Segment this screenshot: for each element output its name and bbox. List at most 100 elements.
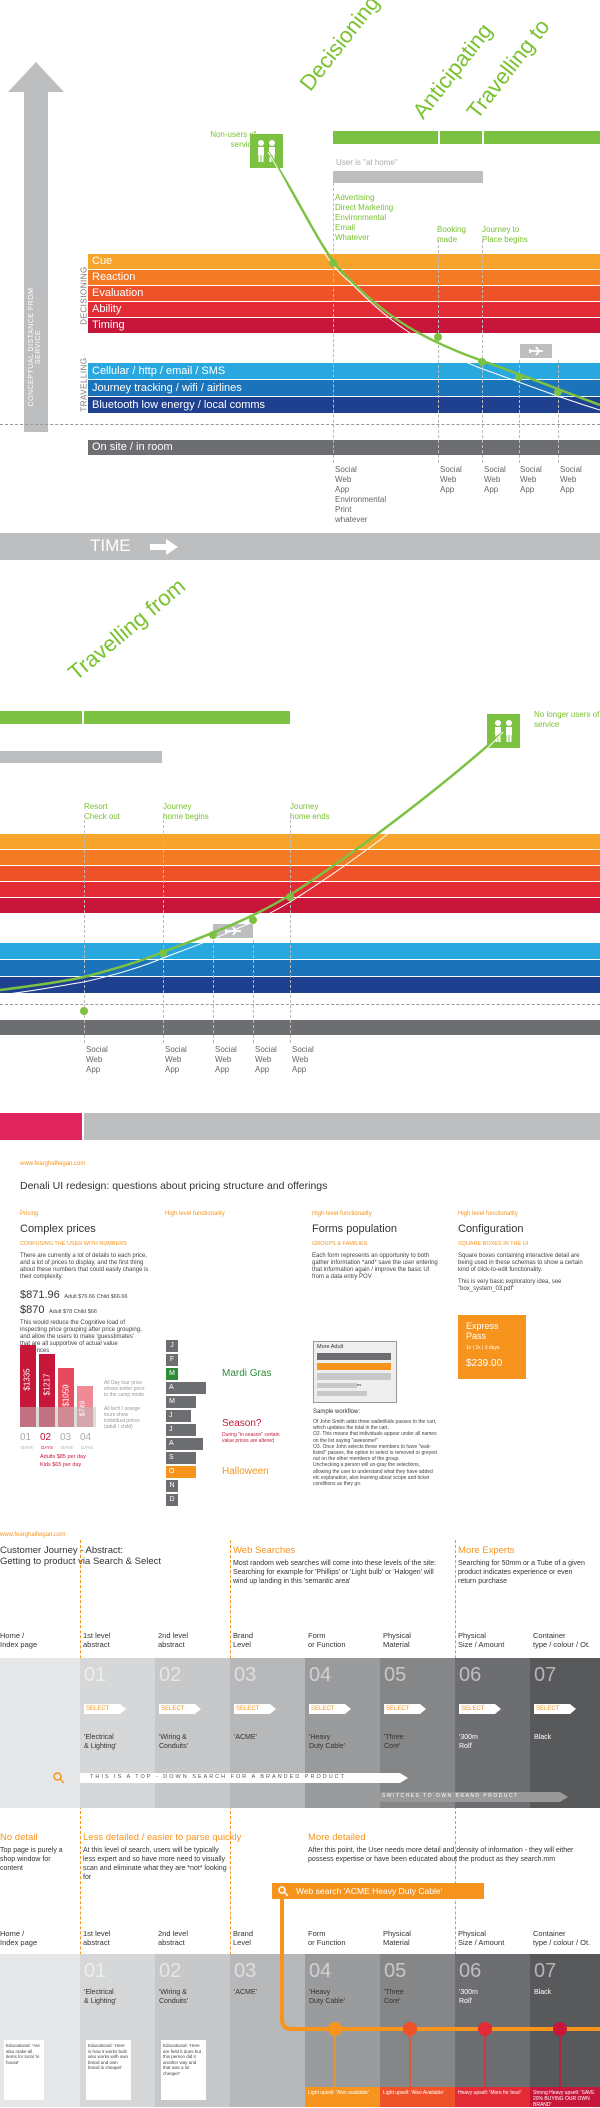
month-nov[interactable]: N: [166, 1480, 178, 1492]
site-url[interactable]: www.fearghalfeigan.com: [0, 1532, 66, 1538]
form-mock: More Adult Add quote now (Adult) Add peo…: [313, 1341, 397, 1403]
search-arrow-label: THIS IS A TOP - DOWN SEARCH FOR A BRANDE…: [90, 1774, 346, 1780]
no-detail-heading: No detail: [0, 1832, 38, 1843]
section-title: Denali UI redesign: questions about pric…: [20, 1180, 328, 1192]
band-bluetooth: Bluetooth low energy / local comms: [88, 397, 600, 413]
channel-1: Social Web App: [86, 1045, 108, 1074]
upsell-1[interactable]: Light upsell: 'Also available': [305, 2087, 380, 2107]
value-6: '300m Roll': [459, 1989, 478, 2005]
channel-3: Social Web App: [484, 465, 506, 494]
event-booking: Booking made: [437, 225, 466, 244]
col-header-home: Home / Index page: [0, 1929, 38, 1947]
day-4: 04: [80, 1432, 92, 1443]
band-label: Cellular / http / email / SMS: [92, 365, 226, 377]
month-jan[interactable]: J: [166, 1340, 178, 1352]
bar-value-1: $1335: [22, 1368, 32, 1391]
adults-note: Adults $85 per day: [40, 1454, 86, 1460]
month-jul[interactable]: J: [166, 1424, 196, 1436]
more-experts-body: Searching for 50mm or a Tube of a given …: [458, 1560, 585, 1585]
user-at-home: User is "at home": [336, 158, 398, 167]
col-header-2nd: 2nd level abstract: [158, 1631, 189, 1649]
col-header-brand: Brand Level: [233, 1631, 254, 1649]
month-apr[interactable]: A: [166, 1382, 206, 1394]
col-header-material: Physical Material: [383, 1631, 411, 1649]
select-7[interactable]: SELECT: [536, 1706, 560, 1712]
at-home-bar: [333, 171, 483, 183]
month-jun[interactable]: J: [166, 1410, 191, 1422]
month-sep[interactable]: S: [166, 1452, 196, 1464]
express-options[interactable]: 1x | 2x | 3 days: [466, 1345, 500, 1351]
col-kicker: High level functionality: [458, 1211, 518, 1217]
no-detail-body: Top page is purely a shop window for con…: [0, 1847, 63, 1872]
form-title: More Adult: [317, 1344, 344, 1350]
journey-curve: [266, 151, 600, 411]
month-aug[interactable]: A: [166, 1438, 203, 1450]
web-search-box[interactable]: Web search 'ACME Heavy Duty Cable': [272, 1883, 484, 1899]
value-4: 'Heavy Duty Cable': [309, 1989, 345, 2005]
select-5[interactable]: SELECT: [386, 1706, 410, 1712]
price-2-detail: Adult $78 Child $66: [48, 1309, 97, 1315]
step-01: 01: [84, 1664, 107, 1686]
search-icon[interactable]: [53, 1772, 65, 1784]
journey-diagram-to: CONCEPTUAL DISTANCE FROM SERVICE Decisio…: [0, 0, 600, 560]
col-header-container: Container type / colour / Ot.: [533, 1631, 591, 1649]
select-3[interactable]: SELECT: [236, 1706, 260, 1712]
select-1[interactable]: SELECT: [86, 1706, 110, 1712]
col-heading: Forms population: [312, 1223, 397, 1235]
educational-box-1: Educational: 'Are also make all items fo…: [4, 2040, 44, 2100]
search-arrow: [80, 1773, 408, 1783]
event-home-begins: Journey home begins: [163, 802, 209, 821]
select-6[interactable]: SELECT: [461, 1706, 485, 1712]
plane-icon: [520, 344, 552, 358]
col-header-brand: Brand Level: [233, 1929, 254, 1947]
col-heading: Configuration: [458, 1223, 524, 1235]
less-detailed-body: At this level of search, users will be t…: [83, 1847, 227, 1881]
col-header-material: Physical Material: [383, 1929, 411, 1947]
phase-bar-green: [333, 131, 600, 144]
season-note: During "in season" certain value prices …: [222, 1432, 280, 1444]
upsell-text: Light upsell: 'Also Available': [383, 2090, 445, 2096]
col-body: Each form represents an opportunity to b…: [312, 1253, 438, 1280]
value-7: Black: [534, 1989, 552, 1996]
bar-note-1: All Day tour price shows better price to…: [104, 1380, 145, 1398]
step-06: 06: [459, 1664, 482, 1686]
phase-bar-green: [0, 711, 290, 724]
bar-value-3: $1059: [61, 1384, 71, 1407]
sample-workflow: Sample workflow:: [313, 1409, 361, 1415]
band-label: On site / in room: [92, 441, 173, 453]
upsell-3[interactable]: Heavy upsell: 'More for less!': [455, 2087, 530, 2107]
site-url[interactable]: www.fearghalfeigan.com: [20, 1161, 86, 1167]
bar-value-4: $749: [79, 1400, 87, 1417]
band-label: Ability: [92, 303, 122, 315]
col-header-2nd: 2nd level abstract: [158, 1929, 189, 1947]
col-kicker: High level functionality: [165, 1211, 225, 1217]
step-02: 02: [159, 1960, 182, 1982]
month-dec[interactable]: D: [166, 1494, 178, 1506]
season: Season?: [222, 1418, 262, 1429]
col-header-form: Form or Function: [308, 1631, 346, 1649]
channel-2: Social Web App: [440, 465, 462, 494]
time-bar: [0, 1113, 600, 1140]
select-2[interactable]: SELECT: [161, 1706, 185, 1712]
col-header-1st: 1st level abstract: [83, 1929, 111, 1947]
select-4[interactable]: SELECT: [311, 1706, 335, 1712]
month-feb[interactable]: F: [166, 1354, 178, 1366]
distance-arrow: [8, 62, 64, 432]
day-3: 03: [60, 1432, 72, 1443]
more-detailed-body: After this point, the User needs more de…: [308, 1847, 574, 1863]
month-mar[interactable]: M: [166, 1368, 178, 1380]
search-icon: [278, 1886, 289, 1897]
price-1: $871.96: [20, 1289, 60, 1301]
day-label-2: DAYS: [41, 1445, 53, 1450]
month-may[interactable]: M: [166, 1396, 196, 1408]
time-label: TIME: [90, 536, 131, 555]
time-bar: [0, 533, 600, 560]
band-label: Timing: [92, 319, 125, 331]
express-pass-box[interactable]: Express Pass 1x | 2x | 3 days $239.00: [458, 1315, 526, 1379]
col-header-home: Home / Index page: [0, 1631, 38, 1649]
web-searches-body: Most random web searches will come into …: [233, 1560, 437, 1585]
upsell-4[interactable]: Strong Heavy upsell: 'SAVE 20% BUYING OU…: [530, 2087, 600, 2108]
month-oct[interactable]: O: [166, 1466, 196, 1478]
halloween: Halloween: [222, 1466, 269, 1477]
upsell-2[interactable]: Light upsell: 'Also Available': [380, 2087, 455, 2107]
